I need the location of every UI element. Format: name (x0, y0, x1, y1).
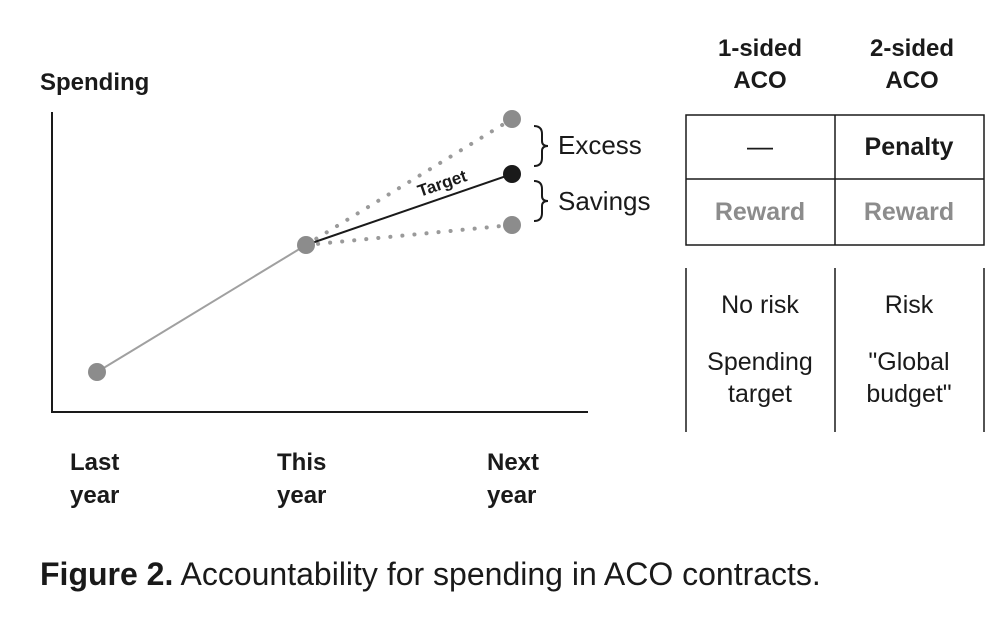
table-grid (685, 114, 985, 246)
savings-projection-line (304, 223, 514, 247)
risk-2sided: Risk (885, 291, 934, 319)
y-axis-label: Spending (40, 69, 149, 96)
target-label: Target (415, 166, 469, 201)
x-tick-last-line1: Last (70, 449, 119, 476)
excess-projection-line (304, 117, 514, 247)
table-headers: 1-sided ACO 2-sided ACO (718, 35, 954, 94)
cell-savings-1sided: Reward (715, 198, 805, 226)
caption-label: Figure 2. (40, 556, 174, 592)
savings-label: Savings (558, 186, 651, 216)
excess-point (503, 110, 521, 128)
caption-text: Accountability for spending in ACO contr… (173, 556, 821, 592)
target-line (305, 173, 513, 246)
history-line (96, 244, 307, 373)
x-tick-next-line2: year (487, 482, 536, 509)
excess-label: Excess (558, 130, 642, 160)
col-header-2-line2: ACO (885, 67, 938, 94)
type-1sided-line2: target (728, 380, 792, 408)
type-2sided-line1: "Global (868, 348, 949, 376)
risk-descriptions: No risk Risk Spending target "Global bud… (707, 291, 952, 408)
type-1sided-line1: Spending (707, 348, 813, 376)
cell-excess-1sided: — (747, 131, 773, 161)
aco-diagram: Spending Target Excess Savings Last year… (40, 35, 985, 509)
risk-1sided: No risk (721, 291, 799, 319)
col-header-2-line1: 2-sided (870, 35, 954, 62)
col-header-1-line1: 1-sided (718, 35, 802, 62)
x-tick-labels: Last year This year Next year (70, 449, 539, 509)
figure-caption: Figure 2. Accountability for spending in… (40, 556, 821, 593)
type-2sided-line2: budget" (866, 380, 951, 408)
savings-brace (533, 180, 549, 222)
x-tick-this-line2: year (277, 482, 326, 509)
cell-savings-2sided: Reward (864, 198, 954, 226)
cell-excess-2sided: Penalty (865, 133, 954, 161)
lower-dividers (685, 268, 985, 432)
col-header-1-line2: ACO (733, 67, 786, 94)
x-tick-this-line1: This (277, 449, 326, 476)
x-tick-last-line2: year (70, 482, 119, 509)
savings-point (503, 216, 521, 234)
last-year-point (88, 363, 106, 381)
excess-brace (533, 125, 549, 167)
this-year-point (297, 236, 315, 254)
target-point (503, 165, 521, 183)
x-tick-next-line1: Next (487, 449, 539, 476)
